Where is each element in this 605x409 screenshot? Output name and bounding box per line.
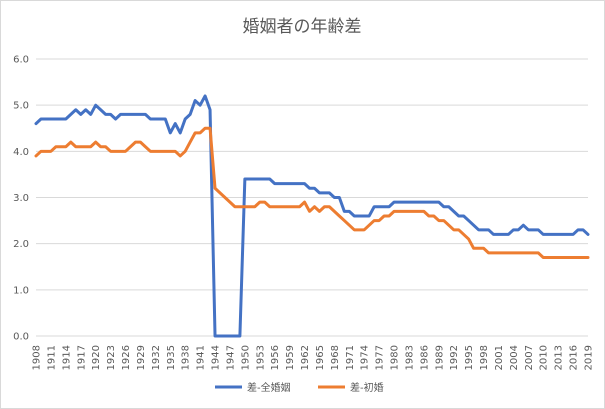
x-tick-label: 1962 [300, 345, 311, 370]
x-tick-label: 1956 [270, 345, 281, 370]
x-tick-label: 1986 [419, 345, 430, 370]
x-tick-label: 1944 [211, 345, 222, 370]
x-tick-label: 2001 [494, 345, 505, 370]
x-tick-label: 1932 [151, 345, 162, 370]
x-tick-label: 1980 [390, 345, 401, 370]
series-line-first-marriages [34, 126, 590, 260]
x-tick-label: 1971 [345, 345, 356, 370]
chart-title: 婚姻者の年齢差 [243, 17, 362, 37]
y-tick-label: 3.0 [13, 193, 29, 204]
x-tick-label: 1908 [32, 345, 43, 370]
x-tick-label: 1926 [121, 345, 132, 370]
y-tick-label: 6.0 [13, 55, 29, 66]
y-tick-label: 4.0 [13, 147, 29, 158]
x-tick-label: 2019 [584, 345, 595, 370]
x-axis-ticks: 1908 1911 1914 1917 1920 1923 1926 1929 1932 1935… [32, 345, 595, 370]
x-tick-label: 1983 [404, 345, 415, 370]
x-tick-label: 1998 [479, 345, 490, 370]
x-tick-label: 1989 [434, 345, 445, 370]
x-tick-label: 1968 [330, 345, 341, 370]
x-tick-label: 1920 [91, 345, 102, 370]
x-tick-label: 2013 [554, 345, 565, 370]
x-tick-label: 1977 [375, 345, 386, 370]
y-axis-ticks: 0.0 1.0 2.0 3.0 4.0 5.0 6.0 [13, 55, 29, 343]
y-tick-label: 5.0 [13, 101, 29, 112]
gridlines [36, 58, 588, 337]
legend: 差-全婚姻 差-初婚 [215, 381, 384, 394]
legend-label-first-marriages: 差-初婚 [350, 381, 384, 394]
x-tick-label: 1914 [61, 345, 72, 370]
x-tick-label: 2016 [569, 345, 580, 370]
x-tick-label: 1992 [449, 345, 460, 370]
series-lines [34, 94, 590, 338]
x-tick-label: 1959 [285, 345, 296, 370]
x-tick-label: 1938 [181, 345, 192, 370]
x-tick-label: 2007 [524, 345, 535, 370]
x-tick-label: 1947 [225, 345, 236, 370]
x-tick-label: 1953 [255, 345, 266, 370]
x-tick-label: 1941 [196, 345, 207, 370]
x-tick-label: 1950 [240, 345, 251, 370]
x-tick-label: 2010 [539, 345, 550, 370]
x-tick-label: 1929 [136, 345, 147, 370]
legend-label-all-marriages: 差-全婚姻 [247, 381, 291, 394]
x-tick-label: 1965 [315, 345, 326, 370]
series-line-all-marriages [34, 94, 590, 338]
y-tick-label: 1.0 [13, 285, 29, 296]
y-tick-label: 2.0 [13, 239, 29, 250]
x-tick-label: 1911 [46, 345, 57, 370]
x-tick-label: 1995 [464, 345, 475, 370]
x-tick-label: 1917 [76, 345, 87, 370]
y-tick-label: 0.0 [13, 332, 29, 343]
x-tick-label: 1935 [166, 345, 177, 370]
x-tick-label: 2004 [509, 345, 520, 370]
x-tick-label: 1974 [360, 345, 371, 370]
x-tick-label: 1923 [106, 345, 117, 370]
